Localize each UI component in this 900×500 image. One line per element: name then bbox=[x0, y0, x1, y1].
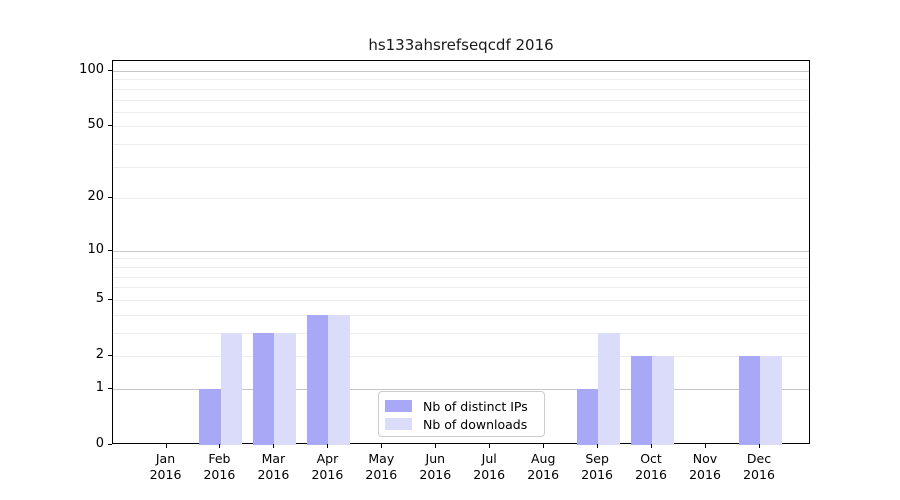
bar-downloads bbox=[274, 332, 296, 445]
x-tick-label: Jan 2016 bbox=[149, 451, 182, 482]
x-tick-mark bbox=[381, 444, 383, 448]
gridline-major bbox=[113, 250, 809, 252]
bar-downloads bbox=[760, 356, 782, 445]
x-tick-label: Feb 2016 bbox=[203, 451, 236, 482]
chart-title: hs133ahsrefseqcdf 2016 bbox=[368, 36, 554, 54]
y-tick-label: 5 bbox=[95, 290, 104, 306]
x-tick-label: Jun 2016 bbox=[419, 451, 452, 482]
x-tick-label: Mar 2016 bbox=[257, 451, 290, 482]
legend-label: Nb of distinct IPs bbox=[423, 398, 528, 414]
x-tick-label: Aug 2016 bbox=[527, 451, 560, 482]
x-tick-mark bbox=[327, 444, 329, 448]
gridline-minor bbox=[113, 266, 809, 268]
x-tick-mark bbox=[165, 444, 167, 448]
x-tick-mark bbox=[273, 444, 275, 448]
gridline-minor bbox=[113, 258, 809, 260]
gridline-minor bbox=[113, 356, 809, 357]
gridline-minor bbox=[113, 299, 809, 301]
y-tick-label: 1 bbox=[95, 379, 104, 395]
x-tick-mark bbox=[489, 444, 491, 448]
x-tick-mark bbox=[759, 444, 760, 448]
x-tick-mark bbox=[435, 444, 437, 448]
legend-swatch-downloads bbox=[385, 418, 412, 430]
gridline-minor bbox=[113, 99, 809, 101]
bar-downloads bbox=[598, 332, 620, 445]
bar-distinct-ips bbox=[738, 356, 760, 445]
y-tick-mark bbox=[108, 70, 112, 71]
y-tick-mark bbox=[108, 355, 112, 356]
gridline-minor bbox=[113, 126, 809, 128]
bar-distinct-ips bbox=[630, 356, 652, 445]
y-tick-mark bbox=[108, 197, 112, 199]
legend-swatch-distinct-ips bbox=[385, 400, 412, 412]
bar-downloads bbox=[220, 332, 242, 445]
x-tick-label: Nov 2016 bbox=[689, 451, 721, 482]
y-tick-label: 20 bbox=[87, 189, 104, 205]
gridline-minor bbox=[113, 144, 809, 146]
gridline-minor bbox=[113, 332, 809, 334]
bar-distinct-ips bbox=[306, 314, 329, 445]
x-tick-label: Sep 2016 bbox=[581, 451, 613, 482]
y-tick-mark bbox=[108, 387, 112, 389]
bar-distinct-ips bbox=[252, 332, 275, 445]
gridline-minor bbox=[113, 79, 809, 81]
legend: Nb of distinct IPs Nb of downloads bbox=[378, 391, 545, 437]
x-tick-label: Jul 2016 bbox=[473, 451, 506, 482]
x-tick-mark bbox=[597, 444, 599, 448]
y-tick-mark bbox=[108, 444, 112, 445]
legend-item-distinct-ips: Nb of distinct IPs bbox=[385, 397, 536, 415]
gridline-major bbox=[113, 71, 809, 72]
x-tick-label: Apr 2016 bbox=[311, 451, 344, 482]
bar-downloads bbox=[652, 356, 674, 445]
plot-area bbox=[112, 60, 810, 445]
bar-distinct-ips bbox=[576, 388, 599, 445]
bar-downloads bbox=[328, 314, 350, 445]
x-tick-mark bbox=[219, 444, 221, 448]
x-tick-mark bbox=[651, 444, 652, 448]
gridline-major bbox=[113, 388, 809, 390]
gridline-minor bbox=[113, 88, 809, 90]
x-tick-mark bbox=[705, 444, 706, 448]
y-tick-label: 10 bbox=[87, 241, 104, 257]
gridline-minor bbox=[113, 166, 809, 168]
y-tick-mark bbox=[108, 298, 112, 300]
y-tick-mark bbox=[108, 249, 112, 251]
x-tick-label: Dec 2016 bbox=[743, 451, 775, 482]
gridline-minor bbox=[113, 314, 809, 316]
legend-item-downloads: Nb of downloads bbox=[385, 415, 536, 433]
y-tick-label: 0 bbox=[95, 436, 104, 451]
y-tick-label: 50 bbox=[87, 117, 104, 133]
y-tick-mark bbox=[108, 125, 112, 127]
gridline-minor bbox=[113, 111, 809, 113]
legend-label: Nb of downloads bbox=[423, 416, 528, 432]
gridline-minor bbox=[113, 287, 809, 289]
gridline-minor bbox=[113, 276, 809, 278]
x-tick-label: Oct 2016 bbox=[635, 451, 667, 482]
y-tick-label: 2 bbox=[95, 347, 104, 362]
gridline-minor bbox=[113, 198, 809, 200]
x-tick-mark bbox=[543, 444, 545, 448]
bar-distinct-ips bbox=[199, 388, 221, 445]
x-tick-label: May 2016 bbox=[365, 451, 398, 482]
y-tick-label: 100 bbox=[79, 62, 104, 77]
